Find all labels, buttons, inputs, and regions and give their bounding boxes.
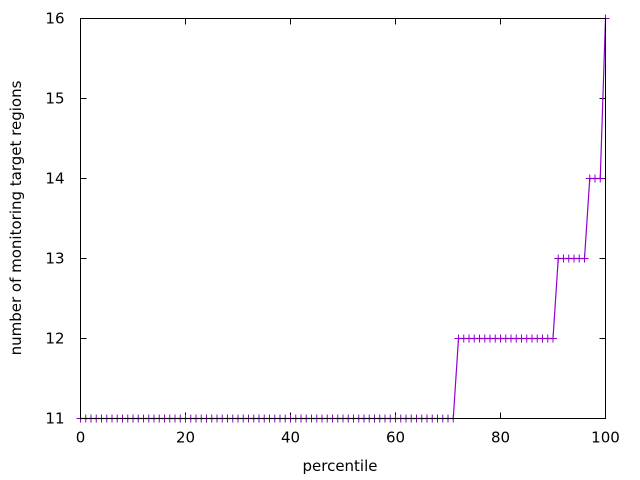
plot-border bbox=[80, 18, 606, 419]
x-axis-label: percentile bbox=[302, 457, 377, 475]
x-tick-label: 100 bbox=[591, 429, 620, 447]
x-tick-label: 80 bbox=[491, 429, 510, 447]
x-tick-label: 20 bbox=[176, 429, 195, 447]
x-tick-label: 40 bbox=[281, 429, 300, 447]
series-line bbox=[80, 18, 607, 420]
data-point bbox=[549, 334, 557, 343]
data-point bbox=[596, 174, 605, 183]
y-axis-label: number of monitoring target regions bbox=[7, 80, 25, 355]
y-tick-label: 13 bbox=[45, 250, 64, 268]
y-tick-label: 11 bbox=[45, 410, 64, 428]
y-tick-label: 15 bbox=[45, 90, 64, 108]
y-tick-label: 14 bbox=[45, 170, 64, 188]
y-tick-label: 12 bbox=[45, 330, 64, 348]
x-tick-label: 0 bbox=[76, 429, 86, 447]
y-tick-label: 16 bbox=[45, 10, 64, 28]
data-point bbox=[580, 254, 589, 263]
x-tick-label: 60 bbox=[386, 429, 405, 447]
